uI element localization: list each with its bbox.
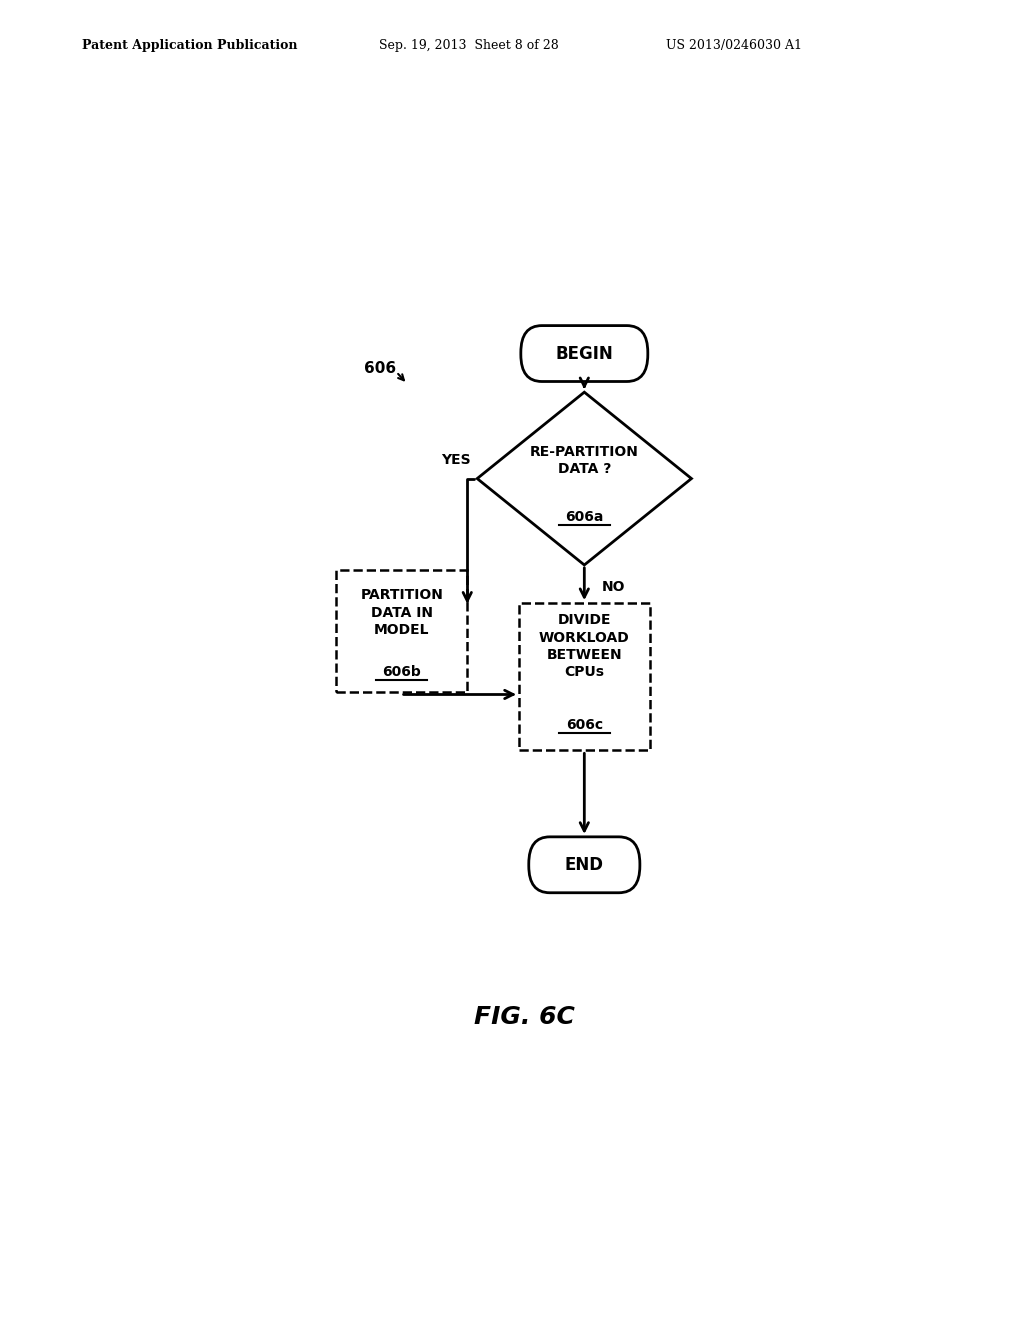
Text: 606: 606 <box>365 362 396 376</box>
FancyBboxPatch shape <box>528 837 640 892</box>
Polygon shape <box>477 392 691 565</box>
Bar <box>336 570 467 692</box>
Text: FIG. 6C: FIG. 6C <box>474 1006 575 1030</box>
Text: Sep. 19, 2013  Sheet 8 of 28: Sep. 19, 2013 Sheet 8 of 28 <box>379 38 559 51</box>
Text: PARTITION
DATA IN
MODEL: PARTITION DATA IN MODEL <box>360 589 443 638</box>
Text: Patent Application Publication: Patent Application Publication <box>82 38 297 51</box>
Text: YES: YES <box>441 453 471 467</box>
Text: NO: NO <box>602 581 626 594</box>
Text: 606c: 606c <box>565 718 603 731</box>
Text: 606a: 606a <box>565 511 603 524</box>
Text: RE-PARTITION
DATA ?: RE-PARTITION DATA ? <box>529 445 639 477</box>
Bar <box>519 603 650 751</box>
FancyBboxPatch shape <box>521 326 648 381</box>
Text: DIVIDE
WORKLOAD
BETWEEN
CPUs: DIVIDE WORKLOAD BETWEEN CPUs <box>539 614 630 680</box>
Text: BEGIN: BEGIN <box>555 345 613 363</box>
Text: US 2013/0246030 A1: US 2013/0246030 A1 <box>666 38 802 51</box>
Text: 606b: 606b <box>382 665 421 678</box>
Text: END: END <box>565 855 604 874</box>
